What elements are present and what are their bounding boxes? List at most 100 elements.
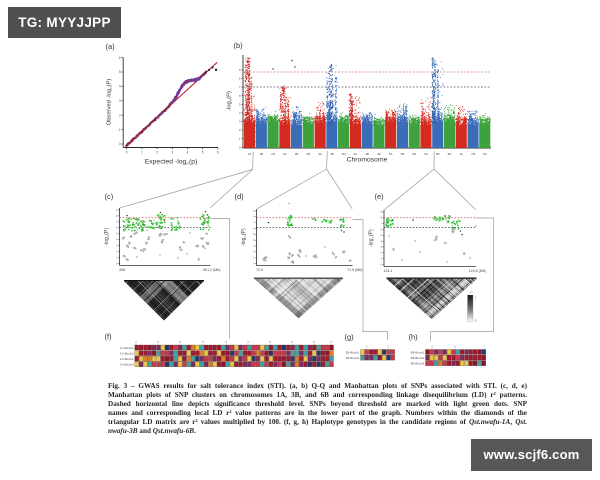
svg-text:4: 4 — [381, 240, 383, 243]
svg-text:2: 2 — [253, 251, 255, 254]
svg-text:1B: 1B — [259, 152, 263, 156]
svg-text:6B: 6B — [436, 152, 440, 156]
svg-text:1A-Block4: 1A-Block4 — [120, 363, 134, 367]
svg-text:4: 4 — [431, 345, 433, 349]
svg-text:4B: 4B — [365, 152, 369, 156]
svg-text:8: 8 — [253, 216, 255, 219]
svg-text:7: 7 — [253, 222, 255, 225]
svg-text:(b): (b) — [234, 41, 244, 50]
svg-text:7A: 7A — [459, 152, 463, 156]
svg-text:2: 2 — [291, 340, 293, 344]
svg-text:3B-Block2: 3B-Block2 — [346, 356, 360, 360]
svg-text:1: 1 — [239, 137, 241, 141]
svg-text:3D: 3D — [342, 152, 347, 156]
svg-text:0: 0 — [253, 262, 255, 265]
svg-text:501.2 (Mb): 501.2 (Mb) — [203, 268, 220, 272]
svg-text:1: 1 — [381, 258, 383, 261]
svg-text:5: 5 — [269, 340, 271, 344]
svg-text:(g): (g) — [345, 333, 355, 342]
svg-text:4: 4 — [330, 340, 332, 344]
svg-text:1: 1 — [253, 257, 255, 260]
svg-text:5: 5 — [239, 102, 241, 106]
svg-text:4A: 4A — [354, 152, 358, 156]
svg-text:3: 3 — [253, 245, 255, 248]
svg-text:1A-Block3: 1A-Block3 — [120, 357, 134, 361]
svg-text:6B-Block1: 6B-Block1 — [411, 350, 425, 354]
svg-text:498: 498 — [119, 268, 125, 272]
svg-text:2: 2 — [381, 252, 383, 255]
svg-text:3B: 3B — [330, 152, 334, 156]
svg-text:0: 0 — [239, 145, 241, 149]
svg-text:0: 0 — [475, 319, 477, 323]
svg-text:2: 2 — [135, 340, 137, 344]
svg-text:9: 9 — [239, 68, 241, 72]
svg-text:5B: 5B — [401, 152, 405, 156]
svg-text:(f): (f) — [105, 332, 113, 341]
svg-text:3A: 3A — [318, 152, 322, 156]
svg-text:2: 2 — [239, 128, 241, 132]
svg-text:3: 3 — [116, 245, 118, 248]
svg-text:7: 7 — [483, 345, 485, 349]
svg-text:6B-Block2: 6B-Block2 — [411, 356, 425, 360]
svg-text:1: 1 — [141, 151, 143, 155]
svg-text:9: 9 — [116, 209, 118, 212]
svg-text:9: 9 — [381, 211, 383, 214]
svg-text:5: 5 — [119, 70, 121, 74]
svg-text:9: 9 — [313, 340, 315, 344]
svg-text:-log10(P): -log10(P) — [241, 228, 247, 246]
svg-text:124.1: 124.1 — [384, 269, 393, 273]
svg-text:Observed -log10(P): Observed -log10(P) — [107, 79, 113, 126]
svg-text:124.6 (Mb): 124.6 (Mb) — [469, 269, 486, 273]
svg-text:1A: 1A — [248, 152, 252, 156]
svg-text:1A-Block2: 1A-Block2 — [120, 352, 134, 356]
svg-text:6A: 6A — [424, 152, 428, 156]
svg-text:0: 0 — [126, 151, 128, 155]
svg-text:4: 4 — [187, 151, 189, 155]
svg-text:6: 6 — [217, 151, 219, 155]
svg-text:Chromosome: Chromosome — [347, 157, 388, 164]
svg-text:5A: 5A — [389, 152, 393, 156]
svg-text:9: 9 — [179, 340, 181, 344]
svg-text:1A-Block1: 1A-Block1 — [120, 346, 134, 350]
svg-text:2: 2 — [156, 151, 158, 155]
svg-text:3B-Block1: 3B-Block1 — [346, 350, 360, 354]
svg-text:6B-Block3: 6B-Block3 — [411, 362, 425, 366]
svg-text:2A: 2A — [283, 152, 287, 156]
svg-text:0: 0 — [119, 142, 121, 146]
svg-text:1D: 1D — [271, 152, 276, 156]
svg-text:3: 3 — [381, 246, 383, 249]
svg-text:4: 4 — [116, 239, 118, 242]
svg-text:3: 3 — [239, 120, 241, 124]
svg-text:r2: r2 — [470, 291, 473, 295]
svg-text:1: 1 — [119, 128, 121, 132]
svg-text:1: 1 — [116, 257, 118, 260]
svg-text:2: 2 — [157, 340, 159, 344]
svg-text:6: 6 — [116, 227, 118, 230]
svg-text:7: 7 — [381, 223, 383, 226]
svg-text:5: 5 — [116, 233, 118, 236]
svg-text:6: 6 — [119, 56, 121, 60]
svg-text:(d): (d) — [235, 192, 245, 201]
svg-text:3: 3 — [171, 151, 173, 155]
svg-text:(c): (c) — [105, 192, 114, 201]
svg-text:Expected -log10(p): Expected -log10(p) — [145, 159, 198, 166]
svg-text:8: 8 — [116, 215, 118, 218]
svg-text:-log10(P): -log10(P) — [104, 228, 110, 246]
svg-text:0: 0 — [116, 262, 118, 265]
svg-text:5: 5 — [381, 234, 383, 237]
svg-text:7B: 7B — [471, 152, 475, 156]
svg-text:5: 5 — [202, 151, 204, 155]
svg-text:6: 6 — [381, 228, 383, 231]
svg-text:2: 2 — [116, 251, 118, 254]
svg-text:2B: 2B — [295, 152, 299, 156]
svg-text:71.5 (Mb): 71.5 (Mb) — [347, 268, 362, 272]
svg-text:5: 5 — [253, 233, 255, 236]
svg-text:3: 3 — [247, 340, 249, 344]
svg-text:8: 8 — [239, 77, 241, 81]
svg-text:7D: 7D — [483, 152, 488, 156]
svg-text:8: 8 — [381, 217, 383, 220]
svg-text:4: 4 — [366, 345, 368, 349]
svg-text:70.5: 70.5 — [256, 268, 263, 272]
svg-text:7: 7 — [116, 221, 118, 224]
svg-text:1: 1 — [475, 296, 477, 300]
